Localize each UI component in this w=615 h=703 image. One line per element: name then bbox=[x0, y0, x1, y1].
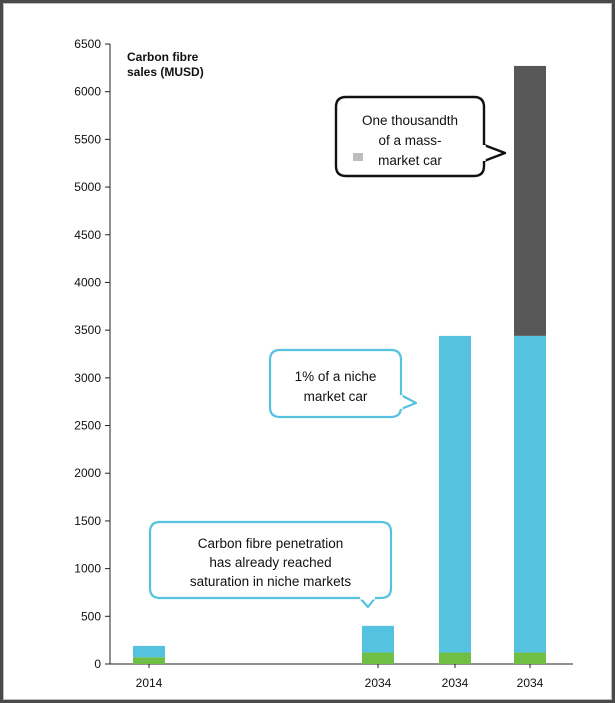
y-tick-label: 2500 bbox=[74, 419, 101, 433]
callout-pointer bbox=[482, 143, 507, 163]
y-axis-title: sales (MUSD) bbox=[127, 65, 204, 79]
y-tick-label: 3000 bbox=[74, 371, 101, 385]
bar-segment-green bbox=[362, 652, 394, 664]
callout-text: Carbon fibre penetration bbox=[198, 536, 344, 551]
callout-text: One thousandth bbox=[362, 113, 458, 128]
callout-marker bbox=[353, 153, 363, 161]
callout-text: 1% of a niche bbox=[295, 369, 377, 384]
callout-text: of a mass- bbox=[378, 133, 441, 148]
callout-text: saturation in niche markets bbox=[190, 574, 352, 589]
y-tick-label: 5500 bbox=[74, 132, 101, 146]
callout-box bbox=[148, 520, 393, 600]
callout-text: has already reached bbox=[209, 555, 331, 570]
y-tick-label: 5000 bbox=[74, 180, 101, 194]
bar-segment-blue bbox=[439, 335, 471, 653]
callout-text: market car bbox=[378, 153, 442, 168]
callout-box bbox=[334, 95, 486, 178]
y-tick-label: 0 bbox=[94, 657, 101, 671]
y-tick-label: 1500 bbox=[74, 514, 101, 528]
y-tick-label: 6000 bbox=[74, 85, 101, 99]
y-axis-title: Carbon fibre bbox=[127, 50, 199, 64]
x-category-label: 2034 bbox=[517, 676, 544, 690]
y-tick-label: 2000 bbox=[74, 466, 101, 480]
y-tick-label: 3500 bbox=[74, 323, 101, 337]
x-category-label: 2034 bbox=[442, 676, 469, 690]
stacked-bar-chart: 0 500 1000 1500 2000 2500 3000 3500 4000 4500 5000… bbox=[74, 37, 573, 690]
callout-box bbox=[268, 348, 403, 419]
callout-pointer bbox=[399, 393, 418, 411]
x-category-label: 2034 bbox=[365, 676, 392, 690]
y-tick-label: 500 bbox=[81, 609, 101, 623]
bar-segment-green bbox=[439, 652, 471, 664]
bar-segment-blue bbox=[133, 645, 165, 658]
callout-text: market car bbox=[304, 389, 368, 404]
bar-segment-green bbox=[133, 657, 165, 664]
y-tick-label: 1000 bbox=[74, 562, 101, 576]
bar-segment-dark bbox=[514, 65, 546, 336]
bar-segment-blue bbox=[514, 335, 546, 653]
bar-segment-green bbox=[514, 652, 546, 664]
x-category-label: 2014 bbox=[136, 676, 163, 690]
bar-segment-blue bbox=[362, 625, 394, 653]
y-tick-label: 6500 bbox=[74, 37, 101, 51]
y-tick-label: 4000 bbox=[74, 275, 101, 289]
y-tick-label: 4500 bbox=[74, 228, 101, 242]
